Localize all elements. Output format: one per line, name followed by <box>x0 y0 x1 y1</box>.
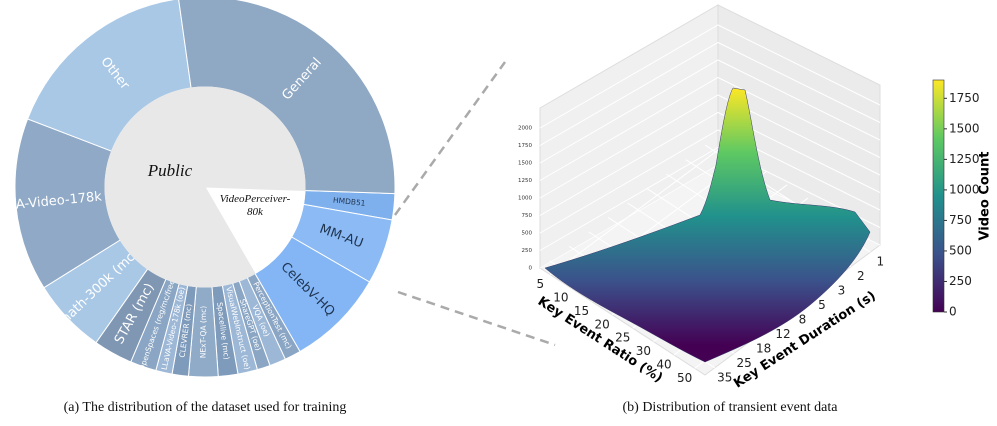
grid-line <box>539 129 881 234</box>
y-tick-label: 35 <box>717 370 732 384</box>
x-tick-label: 15 <box>574 304 589 318</box>
colorbar-tick-label: 750 <box>949 213 972 227</box>
colorbar-tick-label: 500 <box>949 243 972 257</box>
z-tick-label: 1250 <box>518 178 532 184</box>
x-tick-label: 30 <box>636 344 651 358</box>
grid-line <box>539 94 881 199</box>
grid-line <box>539 146 881 251</box>
surface <box>544 87 871 363</box>
x-tick-label: 5 <box>536 277 544 291</box>
z-tick-label: 500 <box>522 231 533 237</box>
colorbar-label: Video Count <box>978 151 993 240</box>
y-tick-label: 18 <box>756 341 771 355</box>
x-tick-label: 50 <box>677 371 692 385</box>
grid-line <box>539 59 881 164</box>
x-tick-label: 10 <box>553 291 568 305</box>
center-label: VideoPerceiver-80k <box>219 193 291 218</box>
colorbar-tick-label: 250 <box>949 274 972 288</box>
z-tick-label: 1500 <box>518 161 532 167</box>
grid-line <box>539 76 881 181</box>
caption: (b) Distribution of transient event data <box>622 400 838 415</box>
segment-label: NExT-QA (mc) <box>199 306 208 359</box>
z-tick-label: 250 <box>522 248 533 254</box>
z-tick-label: 750 <box>522 213 533 219</box>
y-tick-label: 2 <box>857 269 865 283</box>
z-tick-label: 1000 <box>518 196 532 202</box>
segment-label: HMDB51 <box>333 195 367 207</box>
colorbar-tick-label: 1250 <box>949 152 980 166</box>
y-tick-label: 1 <box>876 255 884 269</box>
z-tick-label: 0 <box>529 266 533 272</box>
z-tick-label: 1750 <box>518 143 532 149</box>
colorbar-tick-label: 1750 <box>949 91 980 105</box>
grid-line <box>539 111 881 216</box>
z-tick-label: 2000 <box>518 126 532 132</box>
x-tick-label: 25 <box>615 331 630 345</box>
surface-plot: 0250500750100012501500175020005101520253… <box>518 4 993 392</box>
y-tick-label: 8 <box>799 313 807 327</box>
colorbar <box>932 79 945 313</box>
y-tick-label: 3 <box>838 284 846 298</box>
y-tick-label: 5 <box>818 298 826 312</box>
x-tick-label: 40 <box>656 357 671 371</box>
center-label: Public <box>147 161 193 180</box>
zoom-line <box>397 290 556 347</box>
y-tick-label: 12 <box>775 327 790 341</box>
grid-line <box>539 24 881 129</box>
grid-line <box>539 41 881 146</box>
y-tick-label: 25 <box>737 356 752 370</box>
x-tick-label: 20 <box>595 317 610 331</box>
colorbar-tick-label: 0 <box>949 305 957 319</box>
caption: (a) The distribution of the dataset used… <box>63 400 347 415</box>
zoom-line <box>393 61 507 216</box>
parent-segment <box>104 86 306 288</box>
colorbar-tick-label: 1000 <box>949 182 980 196</box>
parent-segment <box>204 186 306 275</box>
colorbar-tick-label: 1500 <box>949 121 980 135</box>
